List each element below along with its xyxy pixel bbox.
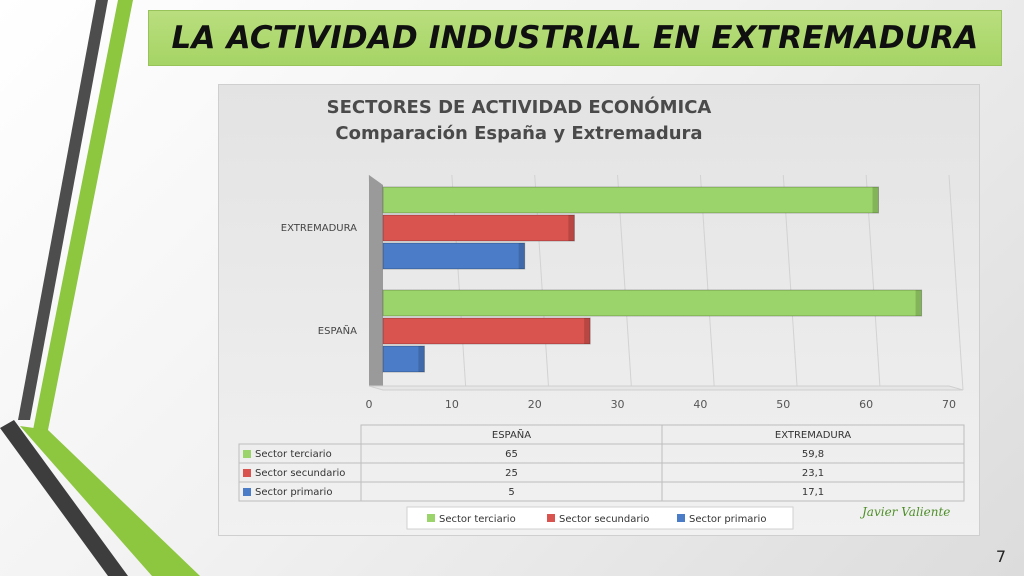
x-tick-label: 30: [611, 398, 625, 411]
legend-key: [243, 450, 251, 458]
table-row-label: Sector primario: [255, 487, 332, 498]
legend-entry: Sector terciario: [439, 514, 516, 525]
bar-chart: EXTREMADURA ESPAÑA 0 10 20 30 40 50 60 70 ESPAÑA EX…: [238, 174, 965, 530]
page-number: 7: [995, 547, 1006, 566]
table-row-label: Sector secundario: [255, 468, 345, 479]
bar: [382, 289, 923, 317]
title-banner: LA ACTIVIDAD INDUSTRIAL EN EXTREMADURA: [148, 10, 1002, 66]
table-row: [238, 462, 965, 483]
category-label: ESPAÑA: [318, 324, 357, 337]
legend-entry: Sector secundario: [559, 514, 649, 525]
table-header: EXTREMADURA: [775, 430, 851, 441]
bar: [382, 214, 575, 242]
table-cell: 25: [505, 468, 518, 479]
legend-swatch: [427, 514, 435, 522]
bar-side: [418, 346, 425, 372]
x-tick-label: 10: [445, 398, 459, 411]
bar-side: [872, 187, 879, 213]
bar-side: [915, 290, 922, 316]
decorative-stripes: [0, 0, 200, 576]
chart-title: SECTORES DE ACTIVIDAD ECONÓMICA: [326, 97, 712, 118]
slide-title: LA ACTIVIDAD INDUSTRIAL EN EXTREMADURA: [171, 20, 979, 56]
table-cell: 5: [508, 487, 514, 498]
table-cell: 23,1: [802, 468, 824, 479]
legend-key: [243, 469, 251, 477]
chart-frame: SECTORES DE ACTIVIDAD ECONÓMICA Comparac…: [218, 84, 980, 536]
legend-swatch: [677, 514, 685, 522]
author-signature: Javier Valiente: [862, 505, 951, 519]
x-tick-label: 20: [528, 398, 542, 411]
bar-side: [568, 215, 575, 241]
table-cell: 59,8: [802, 449, 824, 460]
table-header: ESPAÑA: [492, 428, 531, 441]
legend-key: [243, 488, 251, 496]
table-cell: 17,1: [802, 487, 824, 498]
x-tick-label: 50: [776, 398, 790, 411]
x-tick-label: 60: [859, 398, 873, 411]
bar: [382, 317, 591, 345]
table-cell: 65: [505, 449, 518, 460]
legend-entry: Sector primario: [689, 514, 766, 525]
bar: [382, 242, 526, 270]
gridline: [948, 174, 964, 391]
table-row-label: Sector terciario: [255, 449, 332, 460]
x-tick-label: 70: [942, 398, 956, 411]
chart-wall: [369, 175, 383, 390]
bar: [382, 186, 879, 214]
bar: [382, 345, 425, 373]
chart-title-block: SECTORES DE ACTIVIDAD ECONÓMICA Comparac…: [219, 95, 819, 147]
x-tick-label: 40: [693, 398, 707, 411]
category-label: EXTREMADURA: [281, 223, 357, 234]
x-tick-label: 0: [366, 398, 373, 411]
bar-side: [518, 243, 525, 269]
legend-box: [406, 506, 794, 530]
bar-side: [584, 318, 591, 344]
chart-subtitle: Comparación España y Extremadura: [335, 123, 703, 144]
table-row: [238, 443, 965, 464]
chart-floor: [368, 385, 964, 391]
legend-swatch: [547, 514, 555, 522]
table-row: [238, 481, 965, 502]
